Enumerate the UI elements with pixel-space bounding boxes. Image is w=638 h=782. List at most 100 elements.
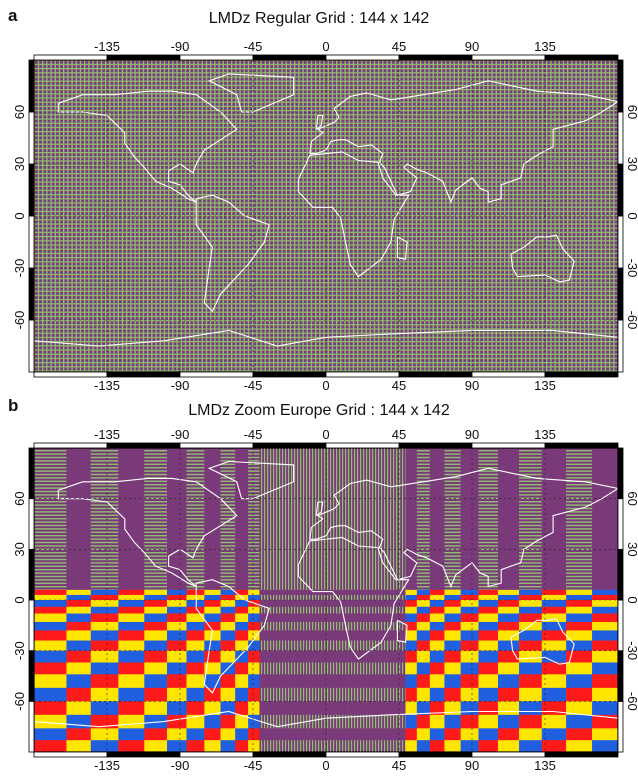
grid-cell [317,576,324,581]
grid-cell [444,572,461,577]
grid-cell [288,508,294,513]
grid-cell [332,594,338,601]
grid-cell [204,728,221,741]
grid-cell [416,662,431,675]
grid-cell [332,458,338,462]
grid-cell [269,518,278,523]
grid-cell [34,542,67,547]
grid-cell [366,481,372,486]
grid-cell [327,728,333,741]
grid-cell [167,650,187,663]
grid-cell [405,545,418,550]
grid-cell [497,518,520,523]
grid-cell [366,518,372,523]
grid-cell [269,471,278,476]
grid-cell [347,687,353,702]
grid-cell [416,552,431,557]
grid-cell [259,586,270,591]
grid-cell [186,576,205,581]
grid-cell [298,535,304,540]
grid-cell [118,606,145,614]
grid-cell [366,714,372,729]
grid-cell [566,451,593,456]
grid-cell [269,606,278,614]
grid-cell [277,464,285,469]
grid-cell [144,535,168,540]
grid-cell [322,481,328,486]
grid-cell [235,559,249,564]
grid-cell [293,594,299,601]
grid-cell [235,498,249,503]
grid-cell [313,518,319,523]
grid-cell [322,505,328,510]
grid-cell [361,728,367,741]
grid-cell [395,662,406,675]
grid-cell [429,532,445,537]
grid-cell [288,458,294,462]
grid-cell [347,579,353,584]
grid-cell [429,539,445,543]
grid-cell [303,464,309,469]
grid-cell [444,566,461,570]
grid-cell [351,532,358,537]
grid-cell [293,606,299,614]
grid-cell [204,701,221,716]
grid-cell [356,714,362,729]
grid-cell [361,552,367,557]
grid-cell [288,478,294,483]
grid-cell [405,714,418,729]
grid-cell [337,475,343,479]
grid-cell [387,498,397,503]
grid-cell [34,485,67,489]
grid-cell [220,579,236,584]
grid-cell [288,475,294,479]
grid-cell [66,549,92,554]
grid-cell [356,475,362,479]
grid-cell [303,740,309,753]
grid-cell [444,549,461,554]
grid-cell [541,488,567,493]
grid-cell [293,579,299,584]
grid-cell [90,556,119,560]
grid-cell [248,525,260,530]
grid-cell [416,740,431,753]
grid-cell [337,583,343,587]
grid-cell [405,552,418,557]
grid-cell [277,535,285,540]
grid-cell [269,448,278,452]
grid-cell [366,556,372,560]
grid-cell [34,566,67,570]
grid-cell [405,650,418,663]
grid-cell [371,458,377,462]
grid-cell [337,740,343,753]
grid-cell [313,505,319,510]
lon-tick-top: 90 [465,39,479,54]
coastline [309,80,620,204]
grid-cell [34,740,67,753]
grid-cell [144,569,168,574]
grid-cell [313,481,319,486]
grid-cell [429,448,445,452]
grid-cell [167,468,187,472]
grid-cell [259,545,270,550]
grid-cell [460,454,479,459]
grid-cell [66,485,92,489]
grid-cell [303,458,309,462]
grid-cell [460,600,479,608]
grid-cell [371,448,377,452]
grid-cell [322,701,328,716]
grid-cell [347,491,353,496]
grid-cell [347,448,353,452]
grid-cell [478,545,499,550]
grid-cell [303,478,309,483]
grid-cell [342,525,348,530]
grid-cell [327,542,333,547]
border-segment [544,371,619,378]
grid-cell [337,640,343,651]
grid-cell [34,640,67,651]
grid-cell [332,451,338,456]
grid-cell [204,562,221,567]
grid-cell [395,508,406,513]
grid-cell [298,485,304,489]
grid-cell [347,461,353,466]
